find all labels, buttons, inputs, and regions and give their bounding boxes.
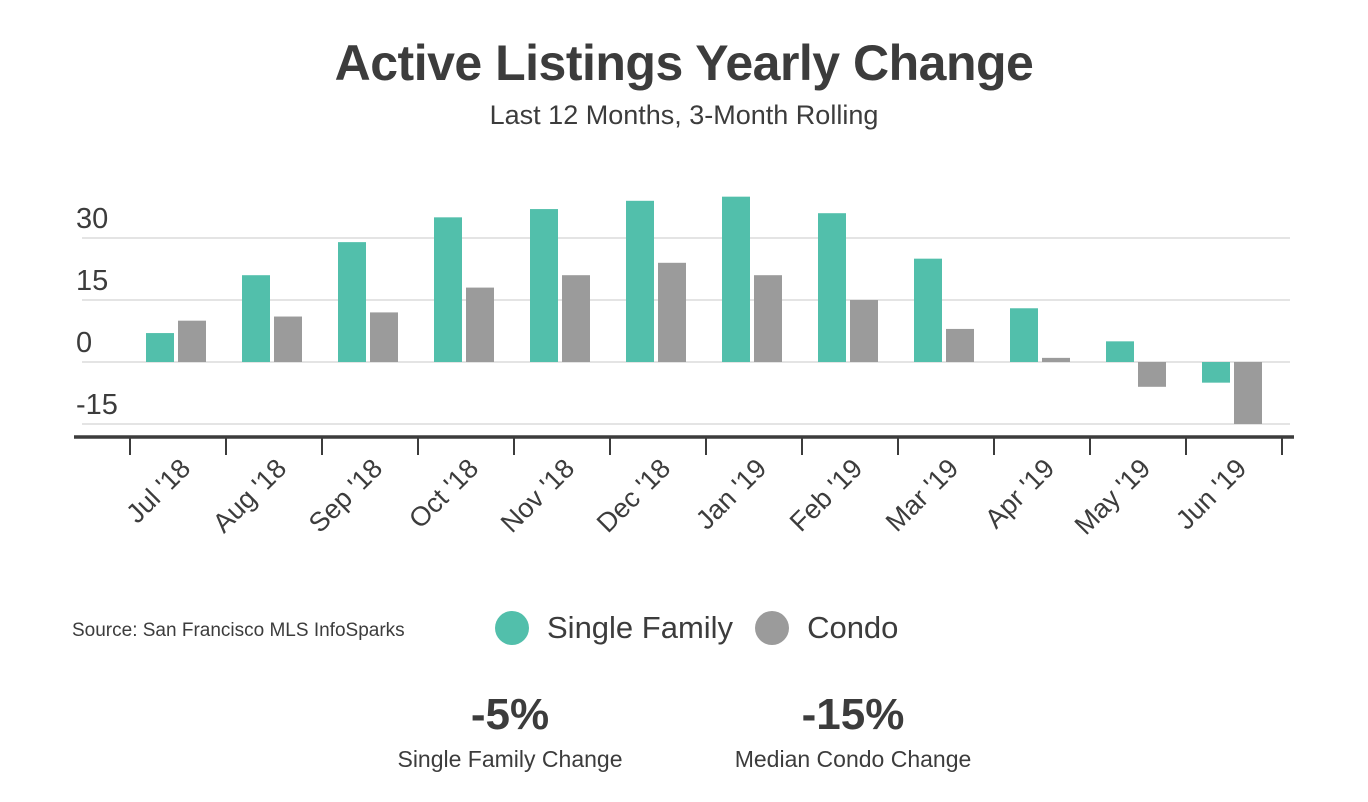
condo-bar (562, 275, 590, 362)
single-family-bar (1010, 308, 1038, 362)
condo-bar (850, 300, 878, 362)
condo-change-value: -15% (801, 690, 905, 739)
x-tick-label: Sep '18 (303, 453, 388, 538)
condo-bar (946, 328, 974, 362)
condo-change-label: Median Condo Change (734, 746, 972, 772)
condo-bar (466, 287, 494, 362)
condo-bar (754, 275, 782, 362)
single-family-change-stat: -5% Single Family Change (380, 690, 640, 773)
single-family-bar (434, 217, 462, 362)
x-tick-label: Jan '19 (690, 453, 772, 535)
condo-change-stat: -15% Median Condo Change (723, 690, 983, 773)
y-tick-label: 0 (76, 327, 92, 359)
single-family-bar (1202, 362, 1230, 383)
chart-title: Active Listings Yearly Change (334, 35, 1034, 91)
source-note: Source: San Francisco MLS InfoSparks (72, 620, 405, 641)
single-family-bar (242, 275, 270, 362)
x-tick-label: Aug '18 (207, 453, 292, 538)
legend: Single Family Condo (495, 610, 920, 646)
condo-bar (658, 262, 686, 362)
x-tick-label: Dec '18 (591, 453, 676, 538)
single-family-bar (530, 209, 558, 362)
single-family-bar (818, 213, 846, 362)
single-family-change-label: Single Family Change (397, 746, 623, 772)
condo-bar (1042, 357, 1070, 362)
single-family-bar (1106, 341, 1134, 362)
legend-label-single-family: Single Family (547, 610, 734, 645)
single-family-bar (146, 333, 174, 362)
single-family-bar (722, 196, 750, 362)
single-family-bar (338, 242, 366, 362)
single-family-change-value: -5% (470, 690, 550, 739)
y-tick-label: 15 (76, 265, 108, 297)
condo-bar (178, 320, 206, 362)
x-tick-label: Jul '18 (120, 453, 196, 529)
y-tick-label: 30 (76, 203, 108, 235)
x-tick-label: Feb '19 (784, 453, 868, 537)
legend-item-single-family: Single Family (495, 610, 733, 646)
chart-subtitle: Last 12 Months, 3-Month Rolling (489, 100, 879, 130)
x-tick-label: Oct '18 (403, 453, 484, 534)
x-tick-label: Apr '19 (979, 453, 1060, 534)
x-tick-label: Jun '19 (1170, 453, 1252, 535)
condo-bar (370, 312, 398, 362)
x-tick-label: Nov '18 (495, 453, 580, 538)
condo-swatch (755, 611, 790, 645)
legend-item-condo: Condo (755, 610, 898, 646)
condo-bar (1234, 362, 1262, 424)
single-family-bar (914, 258, 942, 362)
condo-bar (1138, 362, 1166, 387)
condo-bar (274, 316, 302, 362)
x-tick-label: Mar '19 (880, 453, 964, 537)
y-tick-label: -15 (76, 389, 118, 421)
legend-label-condo: Condo (807, 610, 899, 645)
single-family-bar (626, 200, 654, 362)
bar-chart: 30 15 0 -15 Jul '18 Aug '18 Sep '18 Oct '18 Nov… (74, 196, 1294, 541)
x-tick-label: May '19 (1069, 453, 1156, 540)
single-family-swatch (495, 611, 529, 645)
